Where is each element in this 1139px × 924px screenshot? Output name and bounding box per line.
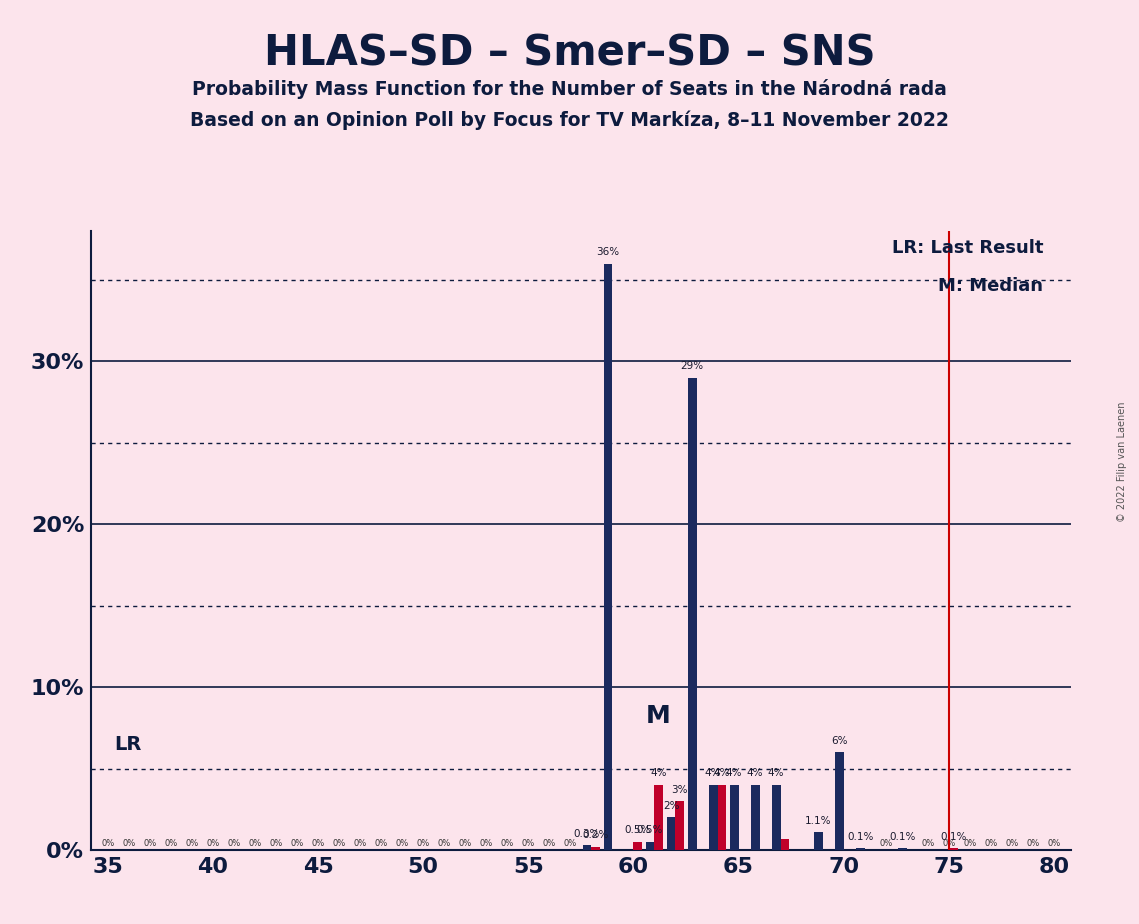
Text: 0%: 0% [480,839,493,848]
Text: © 2022 Filip van Laenen: © 2022 Filip van Laenen [1117,402,1126,522]
Text: 4%: 4% [726,769,743,778]
Text: 0.3%: 0.3% [574,829,600,839]
Bar [633,842,642,850]
Text: 0%: 0% [311,839,325,848]
Text: 0%: 0% [564,839,577,848]
Text: 0%: 0% [122,839,136,848]
Text: 4%: 4% [747,769,763,778]
Text: 0%: 0% [248,839,262,848]
Text: 0%: 0% [270,839,282,848]
Text: 0%: 0% [164,839,178,848]
Text: 0%: 0% [186,839,198,848]
Text: 2%: 2% [663,801,679,811]
Text: Based on an Opinion Poll by Focus for TV Markíza, 8–11 November 2022: Based on an Opinion Poll by Focus for TV… [190,111,949,130]
Text: 4%: 4% [705,769,721,778]
Bar [655,784,663,850]
Text: 6%: 6% [831,736,847,746]
Bar [855,848,865,850]
Text: Probability Mass Function for the Number of Seats in the Národná rada: Probability Mass Function for the Number… [192,79,947,99]
Text: 0%: 0% [984,839,998,848]
Bar [751,784,760,850]
Text: HLAS–SD – Smer–SD – SNS: HLAS–SD – Smer–SD – SNS [264,32,875,74]
Bar [666,818,675,850]
Text: 1.1%: 1.1% [805,816,831,826]
Text: 4%: 4% [714,769,730,778]
Text: 29%: 29% [680,361,704,371]
Text: 0%: 0% [459,839,472,848]
Text: 0%: 0% [228,839,240,848]
Text: 0%: 0% [353,839,367,848]
Text: 3%: 3% [672,784,688,795]
Text: 0%: 0% [964,839,976,848]
Text: LR: LR [114,735,141,754]
Text: 4%: 4% [650,769,667,778]
Text: 0%: 0% [1006,839,1018,848]
Text: 0%: 0% [501,839,514,848]
Text: 0%: 0% [921,839,934,848]
Text: 0.5%: 0.5% [637,825,663,835]
Bar [708,784,718,850]
Text: M: Median: M: Median [939,276,1043,295]
Text: 4%: 4% [768,769,785,778]
Bar [675,801,685,850]
Bar [591,846,600,850]
Text: 0.1%: 0.1% [847,832,874,842]
Text: 0%: 0% [437,839,451,848]
Bar [718,784,727,850]
Bar [949,848,958,850]
Text: 0%: 0% [144,839,156,848]
Text: 0%: 0% [206,839,220,848]
Text: 0%: 0% [333,839,346,848]
Text: LR: Last Result: LR: Last Result [892,239,1043,257]
Text: 0%: 0% [543,839,556,848]
Text: 0.1%: 0.1% [890,832,916,842]
Bar [730,784,738,850]
Bar [772,784,780,850]
Bar [813,833,822,850]
Text: 0%: 0% [290,839,304,848]
Bar [780,839,789,850]
Bar [688,378,697,850]
Text: 36%: 36% [597,247,620,257]
Bar [604,263,613,850]
Text: 0%: 0% [395,839,409,848]
Text: 0%: 0% [1026,839,1040,848]
Text: 0%: 0% [375,839,387,848]
Bar [582,845,591,850]
Text: 0%: 0% [101,839,115,848]
Bar [835,752,844,850]
Bar [646,842,655,850]
Text: 0.5%: 0.5% [624,825,652,835]
Text: 0%: 0% [417,839,429,848]
Text: M: M [646,704,671,728]
Text: 0%: 0% [879,839,892,848]
Text: 0%: 0% [522,839,535,848]
Text: 0%: 0% [942,839,956,848]
Text: 0.2%: 0.2% [583,831,609,840]
Text: 0%: 0% [1047,839,1060,848]
Text: 0.1%: 0.1% [940,832,966,842]
Bar [898,848,907,850]
